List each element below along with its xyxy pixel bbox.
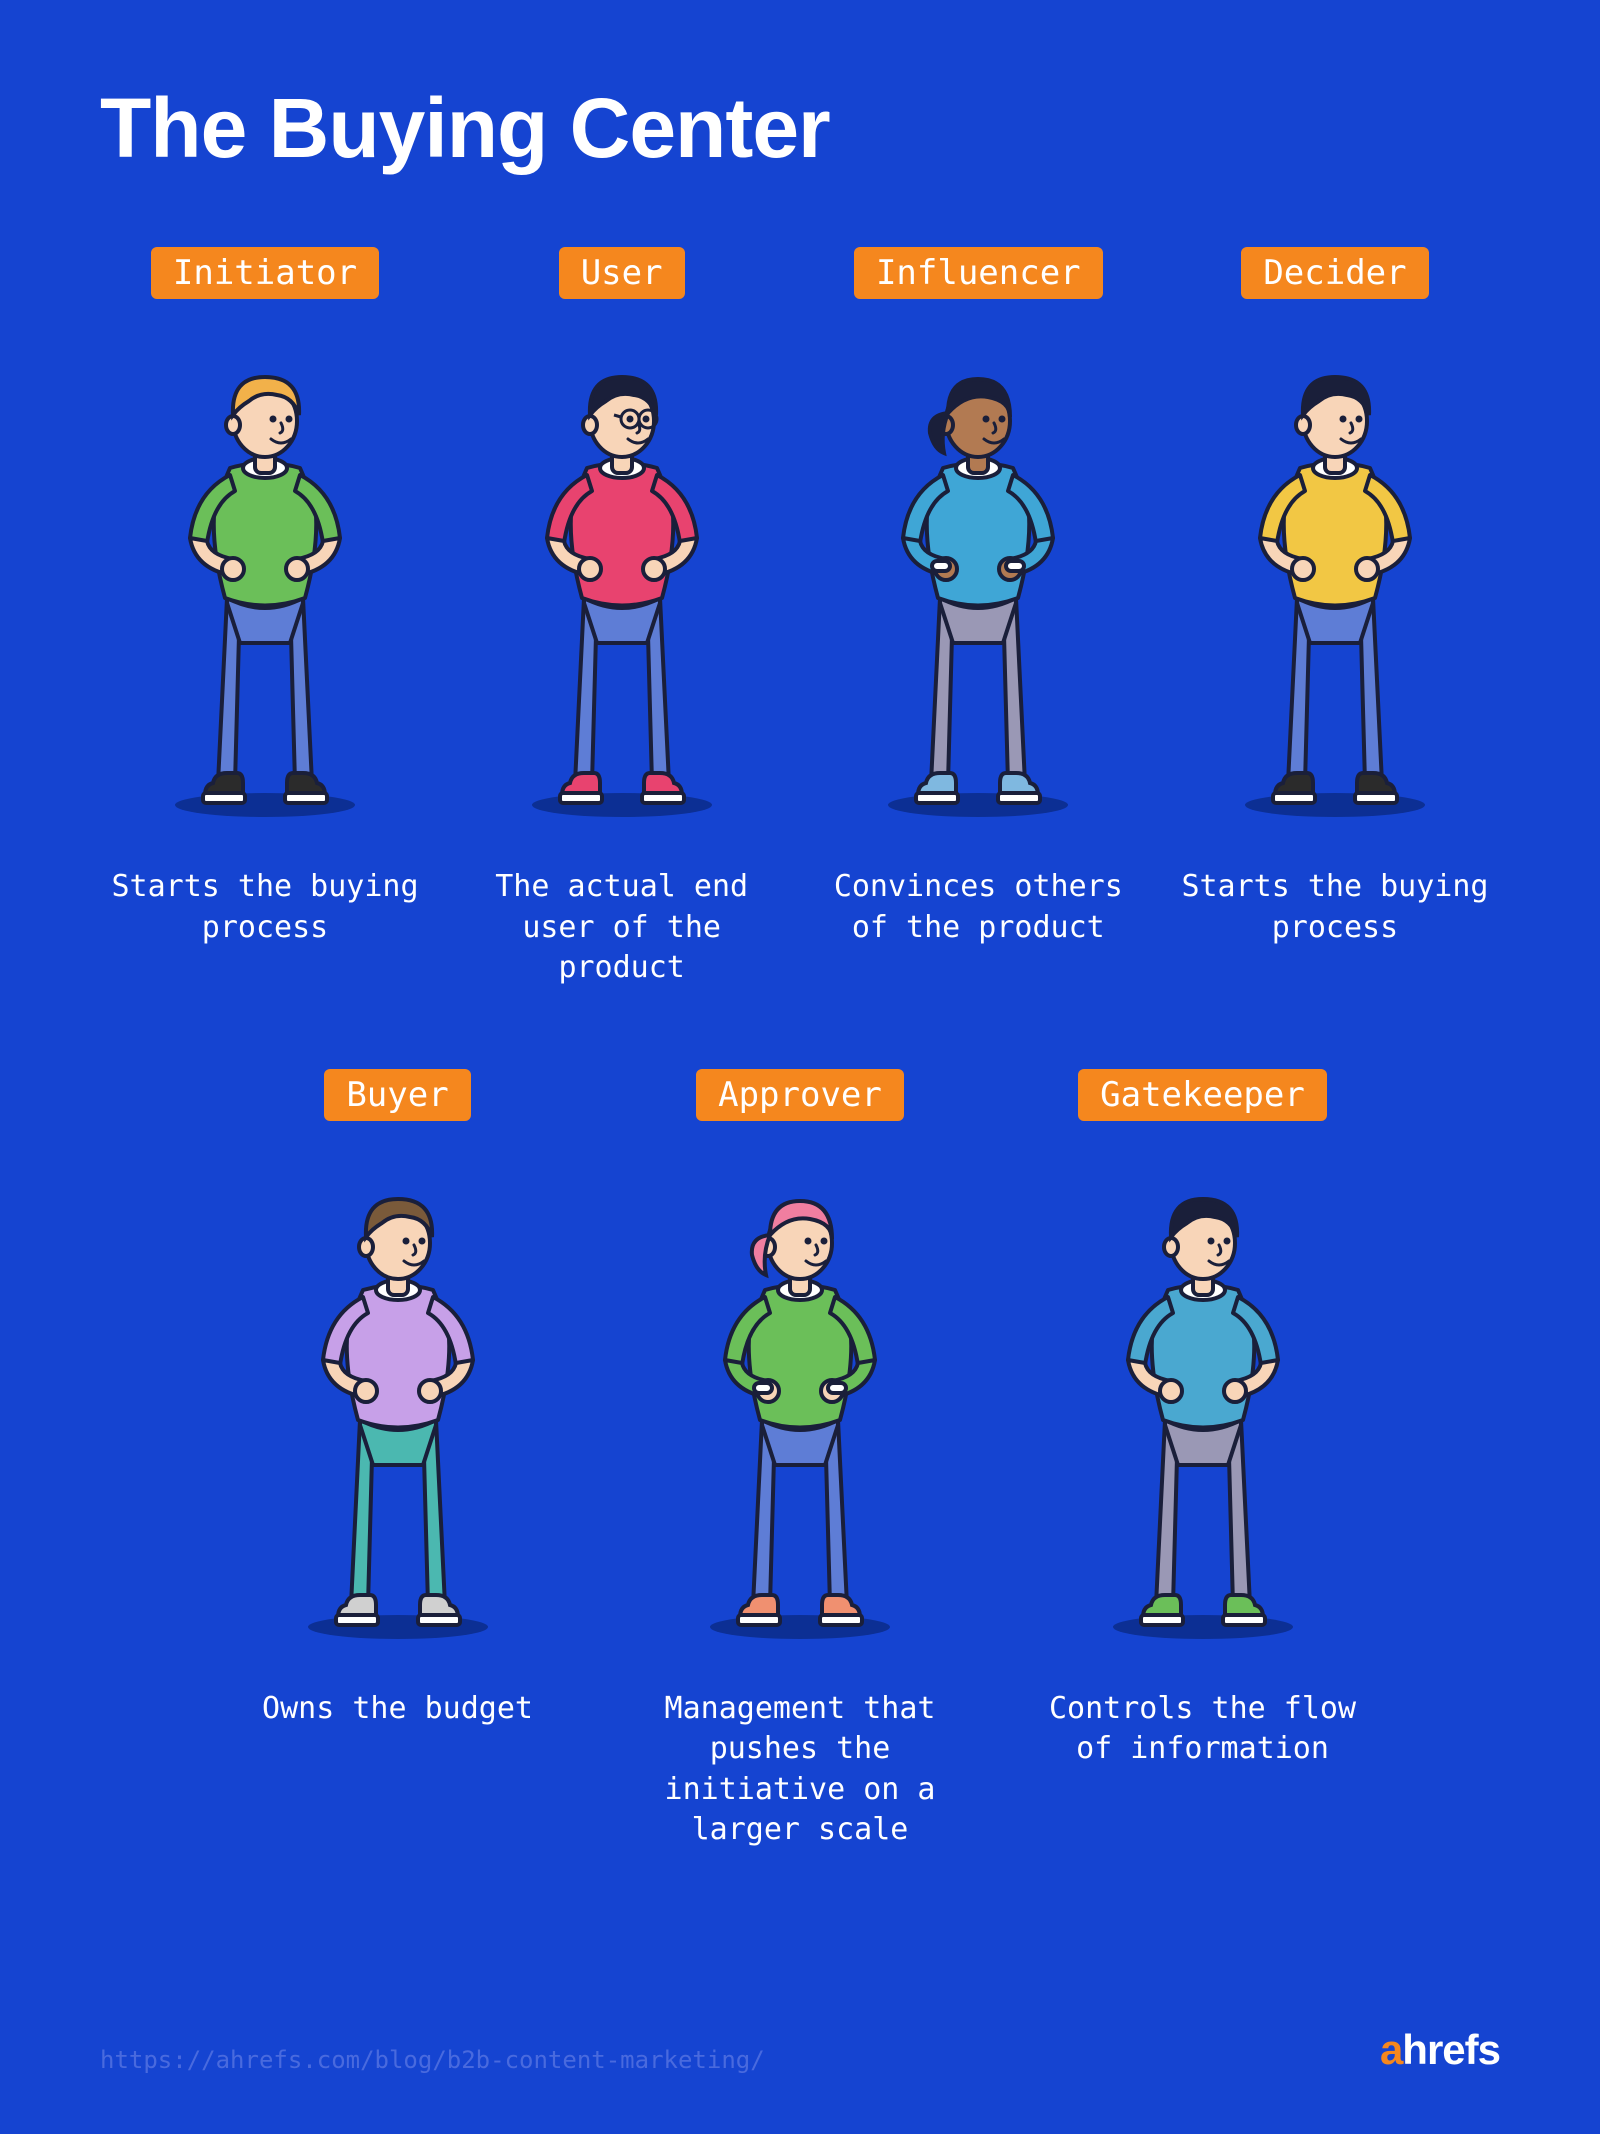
role-description: Starts the buying process (110, 867, 420, 948)
person-figure (268, 1145, 528, 1665)
brand-rest: hrefs (1402, 2026, 1500, 2073)
role-tag: Decider (1241, 247, 1428, 299)
role-description: The actual end user of the product (467, 867, 777, 989)
brand-prefix: a (1380, 2026, 1402, 2073)
person-figure (670, 1145, 930, 1665)
role-description: Owns the budget (262, 1689, 533, 1730)
infographic-page: The Buying Center Initiator (0, 0, 1600, 2134)
role-card: Buyer (233, 1069, 563, 1851)
footer: https://ahrefs.com/blog/b2b-content-mark… (100, 2026, 1500, 2074)
role-card: Influencer (813, 247, 1143, 989)
role-description: Controls the flow of information (1048, 1689, 1358, 1770)
role-card: Approver (635, 1069, 965, 1851)
role-tag: Buyer (324, 1069, 470, 1121)
roles-grid: Initiator (100, 247, 1500, 1851)
person-figure (1205, 323, 1465, 843)
roles-row: Buyer (100, 1069, 1500, 1851)
role-tag: User (559, 247, 685, 299)
role-card: Decider (1170, 247, 1500, 989)
role-tag: Gatekeeper (1078, 1069, 1327, 1121)
person-figure (1073, 1145, 1333, 1665)
brand-logo: ahrefs (1380, 2026, 1500, 2074)
role-description: Convinces others of the product (823, 867, 1133, 948)
person-figure (135, 323, 395, 843)
role-card: Initiator (100, 247, 430, 989)
role-card: Gatekeeper (1038, 1069, 1368, 1851)
role-tag: Initiator (151, 247, 379, 299)
role-tag: Influencer (854, 247, 1103, 299)
page-title: The Buying Center (100, 80, 1500, 177)
role-tag: Approver (696, 1069, 904, 1121)
person-figure (492, 323, 752, 843)
person-figure (848, 323, 1108, 843)
role-description: Management that pushes the initiative on… (645, 1689, 955, 1851)
roles-row: Initiator (100, 247, 1500, 989)
role-card: User (457, 247, 787, 989)
role-description: Starts the buying process (1180, 867, 1490, 948)
source-url: https://ahrefs.com/blog/b2b-content-mark… (100, 2046, 765, 2074)
